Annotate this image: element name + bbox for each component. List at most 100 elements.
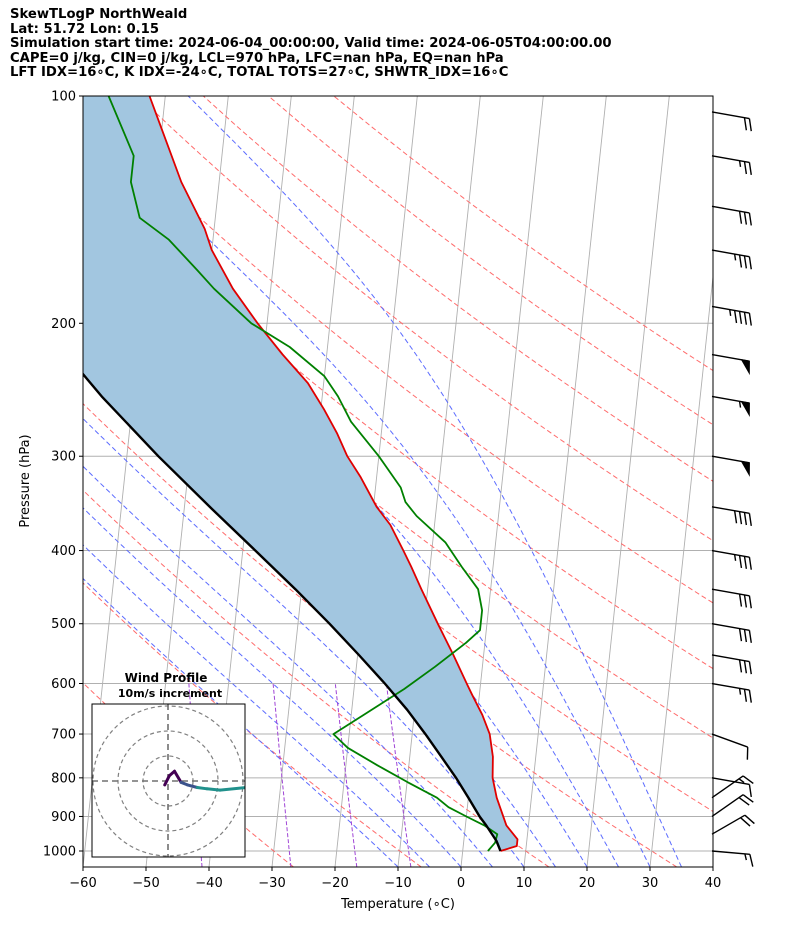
barb-staff [711, 249, 750, 258]
barb-staff [711, 155, 750, 164]
barb-half-feather [733, 554, 737, 561]
barb-half-feather [738, 688, 742, 695]
mixing-ratio-line [334, 683, 358, 867]
y-tick-label: 800 [51, 771, 76, 786]
wind-barb [711, 455, 750, 477]
temperature-profile [148, 96, 519, 852]
barb-staff [711, 549, 750, 558]
barb-feather [743, 117, 748, 131]
cape-line: CAPE=0 j/kg, CIN=0 j/kg, LCL=970 hPa, LF… [10, 50, 504, 66]
barb-feather [748, 118, 752, 132]
barb-feather [748, 256, 752, 270]
mixing-ratio-line [385, 683, 412, 867]
wind-barbs [711, 111, 755, 867]
y-tick-label: 1000 [43, 845, 76, 860]
barb-feather [738, 555, 743, 569]
barb-staff [711, 506, 750, 515]
hodograph-segment [163, 774, 171, 787]
isotherm-line [712, 862, 713, 867]
barb-feather [748, 595, 752, 609]
indices-line: LFT IDX=16∘C, K IDX=-24∘C, TOTAL TOTS=27… [10, 65, 509, 81]
plot-area [83, 96, 794, 867]
dewpoint-profile [107, 96, 499, 852]
barb-feather [743, 161, 748, 175]
mixing-ratio-line [272, 683, 292, 867]
y-tick-label: 300 [51, 450, 76, 465]
isotherm-line [776, 96, 794, 867]
inset-title: Wind Profile [125, 671, 208, 685]
hodograph-segment [195, 786, 209, 791]
y-tick-label: 400 [51, 544, 76, 559]
barb-staff [711, 654, 750, 663]
barb-staff [711, 850, 750, 856]
wind-barb [711, 733, 749, 760]
location-line: Lat: 51.72 Lon: 0.15 [10, 21, 160, 37]
x-tick-label: 10 [516, 876, 533, 891]
barb-feather [743, 255, 748, 269]
y-tick-label: 700 [51, 728, 76, 743]
barb-staff [711, 623, 750, 632]
x-tick-label: −60 [69, 876, 96, 891]
barb-feather [738, 211, 743, 224]
wind-barb [711, 850, 754, 867]
hodograph [92, 704, 245, 857]
barb-half-feather [738, 778, 745, 784]
wind-barb [711, 305, 752, 326]
axes: −60 −50 −40 −30 −20 −10 0 10 20 30 40 1000 900 800 700… [43, 90, 721, 892]
wind-barb [711, 549, 752, 570]
barb-feather [740, 817, 751, 827]
barb-feather [733, 510, 738, 524]
isotherm-line [586, 96, 670, 867]
barb-pennant [740, 460, 750, 477]
barb-half-feather [738, 160, 742, 168]
barb-feather [738, 796, 750, 806]
barb-pennant [740, 400, 750, 418]
dry-adiabat [202, 96, 713, 482]
barb-feather [738, 311, 743, 324]
wind-barb [711, 775, 754, 799]
figure-header: SkewTLogP NorthWeald Lat: 51.72 Lon: 0.1… [10, 7, 612, 81]
barb-feather [743, 689, 748, 702]
barb-feather [738, 511, 743, 525]
x-tick-label: −50 [132, 876, 159, 891]
barb-feather [742, 794, 754, 803]
x-tick-label: 40 [705, 876, 722, 891]
barb-half-feather [729, 309, 732, 316]
barb-feather [748, 557, 752, 570]
wind-barb [711, 205, 752, 226]
y-tick-label: 100 [51, 90, 76, 105]
x-tick-label: 30 [642, 876, 659, 891]
barb-staff [711, 682, 750, 691]
x-tick-label: −20 [321, 876, 348, 891]
barb-feather [748, 212, 752, 226]
wind-barb [711, 155, 752, 175]
hodograph-segment [205, 787, 222, 792]
y-tick-label: 900 [51, 810, 76, 825]
barb-staff [711, 777, 750, 786]
x-tick-label: −40 [195, 876, 222, 891]
barb-staff [711, 733, 748, 748]
barb-staff [711, 111, 750, 120]
x-axis-label: Temperature (∘C) [340, 897, 455, 912]
barb-feather [748, 784, 752, 798]
isotherm-line [649, 272, 713, 867]
dry-adiabat [333, 96, 713, 372]
x-tick-label: −30 [258, 876, 285, 891]
cape-shading [83, 96, 518, 851]
barb-half-feather [733, 254, 737, 261]
barb-feather [738, 593, 743, 607]
barb-feather [749, 854, 754, 867]
moist-adiabat [83, 544, 430, 867]
hodograph-segment [186, 783, 199, 789]
hodograph-segment [173, 769, 183, 784]
barb-feather [743, 556, 748, 569]
hodograph-segment [244, 786, 245, 789]
y-tick-label: 200 [51, 317, 76, 332]
wind-barb [711, 682, 752, 703]
barb-feather [743, 629, 748, 643]
moist-adiabat [187, 96, 682, 867]
barb-feather [748, 661, 752, 675]
y-axis-label: Pressure (hPa) [18, 434, 33, 527]
barb-half-feather [744, 853, 748, 861]
